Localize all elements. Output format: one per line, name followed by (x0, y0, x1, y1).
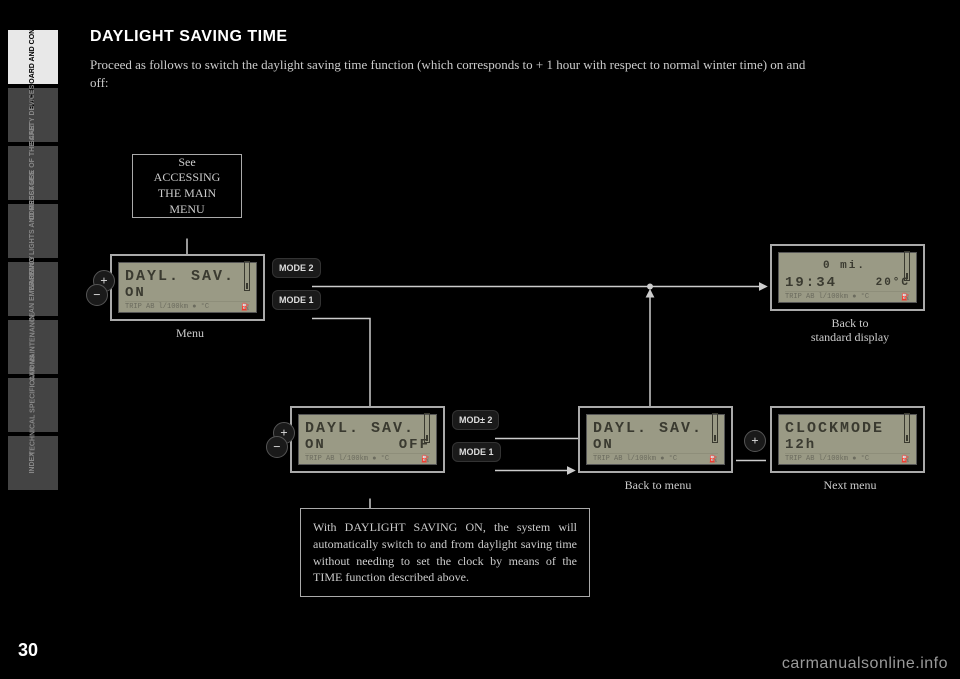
temp-gauge-icon: ⛽ (241, 303, 250, 312)
tab-emergency[interactable]: IN AN EMERGENCY (8, 262, 58, 316)
lcd-next-menu: CLOCKMODE 12h TRIP AB l/100km ● °C ⛽ (770, 406, 925, 473)
lcd-footer: TRIP AB l/100km ● °C (593, 455, 677, 463)
caption-menu: Menu (160, 326, 220, 341)
lcd-footer: TRIP AB l/100km ● °C (125, 303, 209, 311)
watermark: carmanualsonline.info (782, 655, 948, 673)
temp-gauge-icon: ⛽ (901, 455, 910, 464)
lcd-text: ON (593, 437, 614, 453)
temp-gauge-icon: ⛽ (421, 455, 430, 464)
minus-button[interactable]: − (86, 284, 108, 306)
fuel-gauge-icon (244, 261, 250, 291)
lcd-text: 12h (785, 437, 816, 453)
lcd-onoff: DAYL. SAV. ONOFF TRIP AB l/100km ● °C⛽ (290, 406, 445, 473)
see-accessing-box: See ACCESSING THE MAIN MENU (132, 154, 242, 218)
fuel-gauge-icon (712, 413, 718, 443)
plus-button[interactable]: + (744, 430, 766, 452)
see-text: See ACCESSING THE MAIN MENU (154, 155, 221, 217)
mode1-button[interactable]: MODE 1 (452, 442, 501, 462)
tab-technical[interactable]: TECHNICAL SPECIFICATIONS (8, 378, 58, 432)
tab-label: TECHNICAL SPECIFICATIONS (29, 355, 37, 455)
temp-gauge-icon: ⛽ (901, 293, 910, 302)
lcd-text: DAYL. SAV. (305, 420, 415, 437)
lcd-text: 0 mi. (823, 260, 866, 272)
fuel-gauge-icon (904, 251, 910, 281)
manual-page: DASHBOARD AND CONTROLS SAFETY DEVICES CO… (0, 0, 960, 679)
caption-back-to-menu: Back to menu (598, 478, 718, 493)
fuel-gauge-icon (424, 413, 430, 443)
caption-standard-display: Back to standard display (790, 316, 910, 345)
caption-next-menu: Next menu (800, 478, 900, 493)
lcd-footer: TRIP AB l/100km ● °C (785, 455, 869, 463)
intro-text: Proceed as follows to switch the dayligh… (90, 56, 810, 92)
note-box: With DAYLIGHT SAVING ON, the system will… (300, 508, 590, 597)
content-area: DAYLIGHT SAVING TIME Proceed as follows … (90, 28, 940, 659)
lcd-text: ON (305, 437, 326, 453)
page-number: 30 (18, 640, 38, 661)
lcd-footer: TRIP AB l/100km ● °C (785, 293, 869, 301)
mode2-button[interactable]: MODE 2 (272, 258, 321, 278)
lcd-screen: 0 mi. 19:3420°C TRIP AB l/100km ● °C⛽ (778, 252, 917, 303)
sidebar-tabs: DASHBOARD AND CONTROLS SAFETY DEVICES CO… (8, 30, 58, 490)
lcd-screen: CLOCKMODE 12h TRIP AB l/100km ● °C ⛽ (778, 414, 917, 465)
temp-gauge-icon: ⛽ (709, 455, 718, 464)
lcd-text: DAYL. SAV. (125, 268, 235, 285)
lcd-screen: DAYL. SAV. ON TRIP AB l/100km ● °C ⛽ (118, 262, 257, 313)
lcd-text: CLOCKMODE (785, 420, 884, 437)
lcd-screen: DAYL. SAV. ONOFF TRIP AB l/100km ● °C⛽ (298, 414, 437, 465)
minus-button[interactable]: − (266, 436, 288, 458)
lcd-menu: DAYL. SAV. ON TRIP AB l/100km ● °C ⛽ (110, 254, 265, 321)
tab-warning[interactable]: WARNING LIGHTS AND MESSAGES (8, 204, 58, 258)
mode1-button[interactable]: MODE 1 (272, 290, 321, 310)
flow-diagram: See ACCESSING THE MAIN MENU DAYL. SAV. O… (90, 138, 940, 659)
lcd-back-to-menu: DAYL. SAV. ON TRIP AB l/100km ● °C ⛽ (578, 406, 733, 473)
mode-pm2-button[interactable]: MOD± 2 (452, 410, 499, 430)
lcd-footer: TRIP AB l/100km ● °C (305, 455, 389, 463)
tab-label: INDEX (29, 452, 37, 473)
fuel-gauge-icon (904, 413, 910, 443)
lcd-text: 19:34 (785, 275, 837, 291)
lcd-text: ON (125, 285, 146, 301)
lcd-screen: DAYL. SAV. ON TRIP AB l/100km ● °C ⛽ (586, 414, 725, 465)
section-title: DAYLIGHT SAVING TIME (90, 28, 940, 46)
tab-dashboard[interactable]: DASHBOARD AND CONTROLS (8, 30, 58, 84)
lcd-standard-display: 0 mi. 19:3420°C TRIP AB l/100km ● °C⛽ (770, 244, 925, 311)
lcd-text: DAYL. SAV. (593, 420, 703, 437)
